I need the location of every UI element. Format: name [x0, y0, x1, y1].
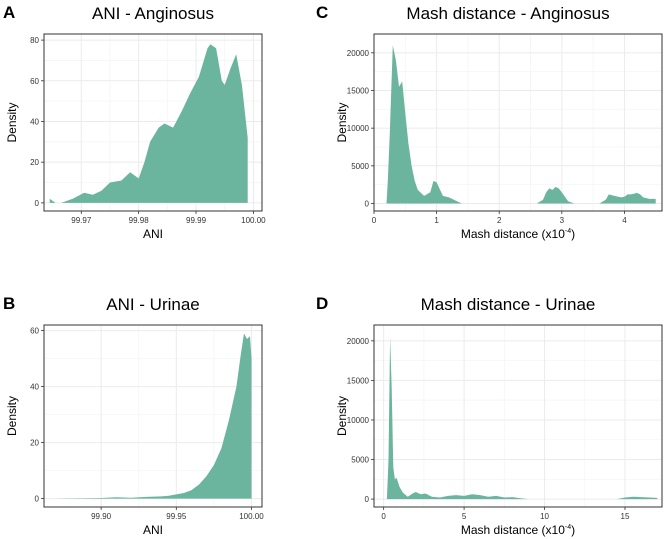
density-area: [53, 333, 252, 499]
x-tick-label: 5: [462, 512, 467, 521]
panel-B: 99.90 99.95 100.00 0 20 40 60 ANI - Urinae B ANI D…: [3, 294, 264, 537]
x-tick-label: 100.00: [241, 216, 266, 225]
y-tick-label: 15000: [347, 376, 370, 385]
chart-title: Mash distance - Urinae: [421, 295, 596, 314]
panel-border: [43, 324, 263, 508]
panel-border: [373, 33, 663, 212]
chart-title: ANI - Urinae: [106, 295, 200, 314]
y-tick-label: 20000: [347, 337, 370, 346]
x-tick-label: 99.98: [129, 216, 150, 225]
panel-letter: A: [3, 3, 15, 22]
x-tick-label: 15: [621, 512, 630, 521]
density-area: [49, 44, 248, 203]
x-tick-label: 1: [434, 216, 439, 225]
y-axis-label: Density: [335, 396, 349, 436]
y-axis-label: Density: [5, 396, 19, 436]
x-axis-label: Mash distance (x10-4): [461, 227, 575, 241]
panel-border: [373, 324, 663, 508]
y-tick-label: 80: [30, 36, 39, 45]
y-axis-label: Density: [335, 102, 349, 142]
x-tick-label: 0: [381, 512, 386, 521]
y-tick-label: 0: [35, 199, 40, 208]
x-axis-label: ANI: [143, 227, 163, 241]
y-tick-label: 0: [365, 199, 370, 208]
x-tick-label: 3: [560, 216, 565, 225]
chart-title: ANI - Anginosus: [92, 4, 214, 23]
y-tick-label: 20000: [347, 49, 370, 58]
y-tick-label: 15000: [347, 86, 370, 95]
y-tick-label: 60: [30, 327, 39, 336]
x-tick-label: 0: [372, 216, 377, 225]
y-tick-label: 10000: [347, 124, 370, 133]
y-tick-label: 40: [30, 383, 39, 392]
y-tick-label: 5000: [351, 456, 369, 465]
y-tick-label: 0: [35, 495, 40, 504]
x-axis-label-close: ): [571, 523, 575, 537]
x-axis-label: ANI: [143, 523, 163, 537]
x-axis-label: Mash distance (x10-4): [461, 523, 575, 537]
x-axis-label-exponent: -4: [565, 524, 571, 531]
y-tick-label: 20: [30, 158, 39, 167]
panel-A: 99.97 99.98 99.99 100.00 0 20 40 60 80 ANI - Angi…: [3, 3, 266, 241]
y-tick-label: 10000: [347, 416, 370, 425]
panel-letter: C: [316, 3, 328, 22]
y-tick-label: 20: [30, 439, 39, 448]
panel-C: 0 1 2 3 4 0 5000 10000 15000 20000 Mash distance -…: [316, 3, 663, 241]
x-tick-label: 99.99: [186, 216, 207, 225]
y-axis-label: Density: [5, 102, 19, 142]
density-area: [386, 45, 656, 204]
x-tick-label: 100.00: [239, 512, 264, 521]
y-tick-label: 5000: [351, 162, 369, 171]
y-tick-label: 60: [30, 77, 39, 86]
x-tick-label: 2: [497, 216, 502, 225]
chart-title: Mash distance - Anginosus: [406, 4, 609, 23]
y-tick-label: 40: [30, 117, 39, 126]
panel-letter: D: [316, 294, 328, 313]
x-tick-label: 99.97: [71, 216, 92, 225]
panel-letter: B: [3, 294, 15, 313]
x-tick-label: 10: [540, 512, 549, 521]
x-axis-label-close: ): [571, 227, 575, 241]
density-area: [386, 336, 658, 500]
panel-D: 0 5 10 15 0 5000 10000 15000 20000 Mash distance …: [316, 294, 663, 537]
x-tick-label: 99.90: [91, 512, 112, 521]
x-axis-label-exponent: -4: [565, 228, 571, 235]
y-tick-label: 0: [365, 495, 370, 504]
x-tick-label: 4: [622, 216, 627, 225]
panel-border: [43, 33, 263, 212]
x-tick-label: 99.95: [166, 512, 187, 521]
